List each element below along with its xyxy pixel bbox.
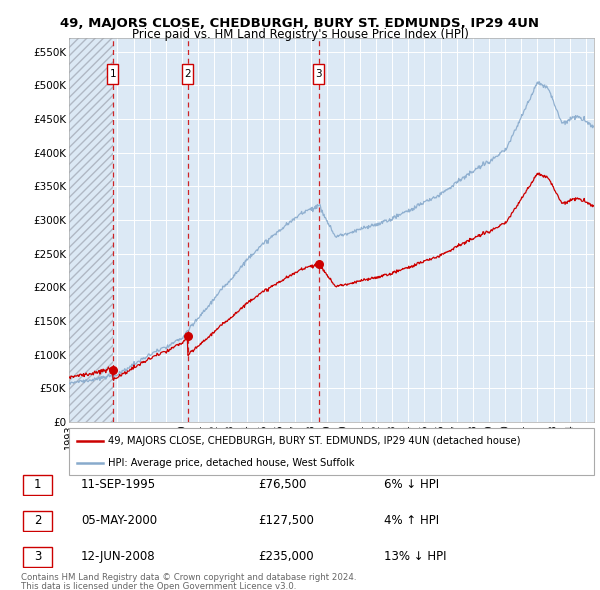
- Text: 4% ↑ HPI: 4% ↑ HPI: [384, 514, 439, 527]
- Text: 2: 2: [184, 70, 191, 80]
- Text: HPI: Average price, detached house, West Suffolk: HPI: Average price, detached house, West…: [109, 458, 355, 468]
- Text: Contains HM Land Registry data © Crown copyright and database right 2024.: Contains HM Land Registry data © Crown c…: [21, 573, 356, 582]
- Text: 13% ↓ HPI: 13% ↓ HPI: [384, 550, 446, 563]
- Point: [183, 332, 193, 341]
- Text: 2: 2: [34, 514, 41, 527]
- Text: 3: 3: [34, 550, 41, 563]
- Text: Price paid vs. HM Land Registry's House Price Index (HPI): Price paid vs. HM Land Registry's House …: [131, 28, 469, 41]
- FancyBboxPatch shape: [69, 428, 594, 475]
- Text: 49, MAJORS CLOSE, CHEDBURGH, BURY ST. EDMUNDS, IP29 4UN (detached house): 49, MAJORS CLOSE, CHEDBURGH, BURY ST. ED…: [109, 436, 521, 446]
- FancyBboxPatch shape: [313, 64, 324, 84]
- FancyBboxPatch shape: [23, 476, 52, 494]
- Text: 1: 1: [34, 478, 41, 491]
- FancyBboxPatch shape: [182, 64, 193, 84]
- Text: 49, MAJORS CLOSE, CHEDBURGH, BURY ST. EDMUNDS, IP29 4UN: 49, MAJORS CLOSE, CHEDBURGH, BURY ST. ED…: [61, 17, 539, 30]
- Text: £235,000: £235,000: [258, 550, 314, 563]
- Text: 6% ↓ HPI: 6% ↓ HPI: [384, 478, 439, 491]
- Text: 05-MAY-2000: 05-MAY-2000: [81, 514, 157, 527]
- FancyBboxPatch shape: [23, 548, 52, 566]
- Text: 3: 3: [315, 70, 322, 80]
- Text: £127,500: £127,500: [258, 514, 314, 527]
- Text: 11-SEP-1995: 11-SEP-1995: [81, 478, 156, 491]
- Text: £76,500: £76,500: [258, 478, 307, 491]
- FancyBboxPatch shape: [107, 64, 118, 84]
- Point: [314, 259, 323, 268]
- Text: 1: 1: [109, 70, 116, 80]
- Text: This data is licensed under the Open Government Licence v3.0.: This data is licensed under the Open Gov…: [21, 582, 296, 590]
- Text: 12-JUN-2008: 12-JUN-2008: [81, 550, 155, 563]
- Point: [108, 366, 118, 375]
- FancyBboxPatch shape: [23, 512, 52, 530]
- Bar: [69, 38, 113, 422]
